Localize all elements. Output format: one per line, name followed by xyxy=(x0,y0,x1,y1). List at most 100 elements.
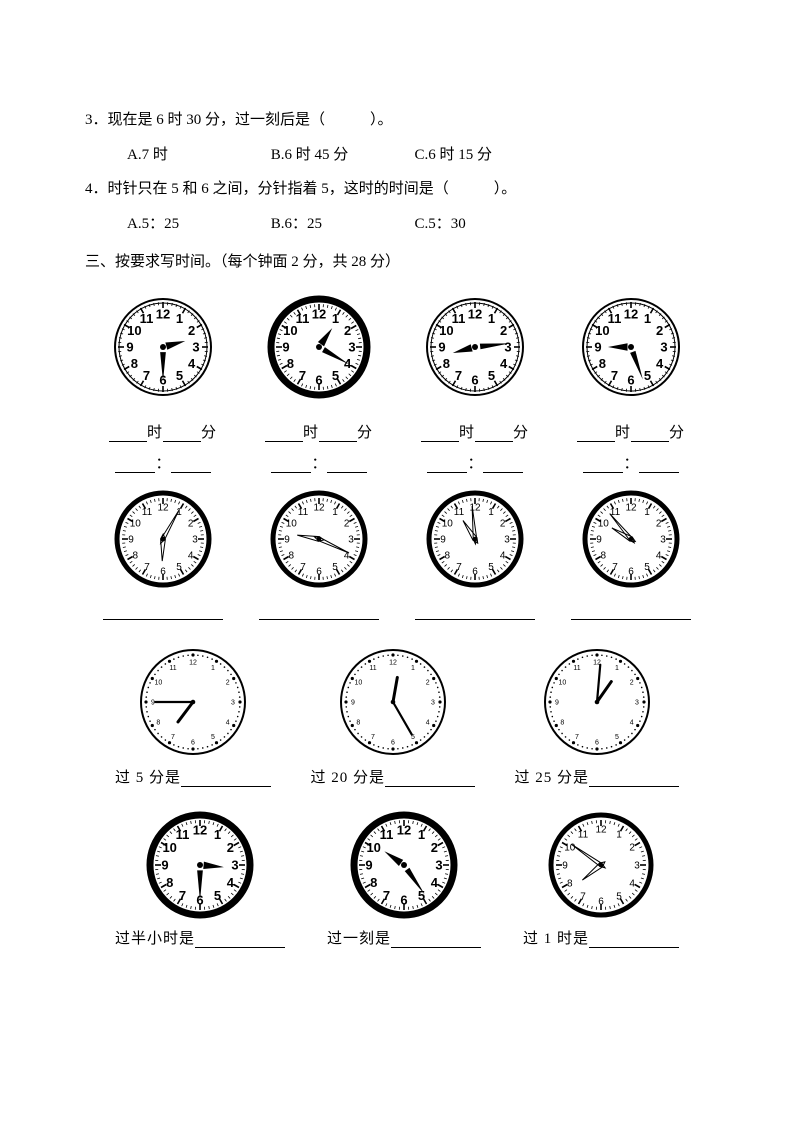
svg-text:1: 1 xyxy=(211,665,215,672)
svg-text:8: 8 xyxy=(166,875,173,890)
svg-text:7: 7 xyxy=(456,562,462,573)
svg-text:5: 5 xyxy=(488,368,495,383)
clock-1-1: 123456789101112 xyxy=(111,295,215,399)
label-guo25: 过 25 分是 xyxy=(514,766,679,787)
svg-text:3: 3 xyxy=(431,699,435,706)
q4-opt-b: B.6：25 xyxy=(271,210,411,239)
blank-colon: ： xyxy=(115,452,210,473)
svg-text:11: 11 xyxy=(452,310,466,325)
svg-text:6: 6 xyxy=(391,739,395,746)
svg-text:2: 2 xyxy=(656,323,663,338)
svg-text:2: 2 xyxy=(226,679,230,686)
svg-text:9: 9 xyxy=(161,858,168,873)
svg-text:6: 6 xyxy=(598,897,604,908)
svg-text:9: 9 xyxy=(438,339,445,354)
svg-text:7: 7 xyxy=(171,734,175,741)
svg-text:1: 1 xyxy=(616,829,622,840)
svg-text:9: 9 xyxy=(282,339,289,354)
svg-text:8: 8 xyxy=(443,356,450,371)
svg-text:1: 1 xyxy=(332,310,339,325)
svg-text:5: 5 xyxy=(488,562,494,573)
q3-text: 现在是 6 时 30 分，过一刻后是（ ）。 xyxy=(108,112,393,128)
svg-text:8: 8 xyxy=(567,879,573,890)
svg-text:4: 4 xyxy=(188,356,196,371)
svg-text:4: 4 xyxy=(629,879,635,890)
svg-text:6: 6 xyxy=(471,372,478,387)
svg-text:12: 12 xyxy=(625,502,637,513)
svg-text:7: 7 xyxy=(611,368,618,383)
svg-text:8: 8 xyxy=(370,875,377,890)
svg-text:12: 12 xyxy=(397,823,411,838)
svg-text:5: 5 xyxy=(332,368,339,383)
svg-text:1: 1 xyxy=(488,506,494,517)
svg-text:7: 7 xyxy=(371,734,375,741)
svg-text:9: 9 xyxy=(151,699,155,706)
svg-text:6: 6 xyxy=(191,739,195,746)
svg-text:1: 1 xyxy=(176,310,183,325)
q4-num: 4． xyxy=(85,181,108,197)
clock-2-3: 123456789101112 xyxy=(425,489,525,589)
clock-2-4: 123456789101112 xyxy=(581,489,681,589)
svg-text:11: 11 xyxy=(369,665,376,672)
svg-text:5: 5 xyxy=(644,562,650,573)
svg-text:8: 8 xyxy=(133,550,139,561)
svg-text:3: 3 xyxy=(231,699,235,706)
q4-opt-a: A.5：25 xyxy=(127,210,267,239)
svg-text:12: 12 xyxy=(469,502,481,513)
svg-text:2: 2 xyxy=(188,323,195,338)
clock-3-3: 123456789101112 xyxy=(541,646,653,758)
q3-opt-b: B.6 时 45 分 xyxy=(271,141,411,170)
svg-text:8: 8 xyxy=(601,550,607,561)
svg-text:5: 5 xyxy=(615,734,619,741)
blank-colon: ： xyxy=(583,452,678,473)
svg-text:2: 2 xyxy=(656,518,662,529)
svg-text:11: 11 xyxy=(176,827,190,842)
blank-shi-fen: 时分 xyxy=(109,421,217,442)
svg-text:6: 6 xyxy=(316,566,322,577)
svg-text:1: 1 xyxy=(644,310,651,325)
svg-text:2: 2 xyxy=(344,518,350,529)
blank-line xyxy=(571,603,691,621)
svg-text:7: 7 xyxy=(143,368,150,383)
svg-text:11: 11 xyxy=(298,506,309,517)
svg-text:7: 7 xyxy=(144,562,150,573)
svg-text:5: 5 xyxy=(644,368,651,383)
svg-text:8: 8 xyxy=(131,356,138,371)
svg-text:6: 6 xyxy=(595,739,599,746)
q4-options: A.5：25 B.6：25 C.5：30 xyxy=(85,210,709,239)
svg-text:5: 5 xyxy=(616,892,622,903)
svg-text:11: 11 xyxy=(608,310,622,325)
svg-text:2: 2 xyxy=(344,323,351,338)
label-guo20: 过 20 分是 xyxy=(310,766,475,787)
svg-text:10: 10 xyxy=(286,518,298,529)
svg-text:2: 2 xyxy=(188,518,194,529)
svg-text:4: 4 xyxy=(656,550,662,561)
svg-text:10: 10 xyxy=(130,518,142,529)
svg-text:4: 4 xyxy=(188,550,194,561)
svg-text:12: 12 xyxy=(389,659,397,666)
blank-shi-fen: 时分 xyxy=(577,421,685,442)
q3-options: A.7 时 B.6 时 45 分 C.6 时 15 分 xyxy=(85,141,709,170)
svg-text:3: 3 xyxy=(348,339,355,354)
svg-text:4: 4 xyxy=(656,356,664,371)
svg-text:3: 3 xyxy=(231,858,238,873)
svg-text:4: 4 xyxy=(500,550,506,561)
label-guo5: 过 5 分是 xyxy=(115,766,271,787)
svg-text:12: 12 xyxy=(312,306,326,321)
svg-text:1: 1 xyxy=(332,506,338,517)
svg-text:3: 3 xyxy=(435,858,442,873)
svg-text:6: 6 xyxy=(160,566,166,577)
clock-row-2: 123456789101112 123456789101112 12345678… xyxy=(85,489,709,589)
svg-text:9: 9 xyxy=(126,339,133,354)
svg-text:12: 12 xyxy=(313,502,325,513)
svg-text:10: 10 xyxy=(154,679,162,686)
clock-row-2-labels xyxy=(85,603,709,621)
clock-row-1-colons: ： ： ： ： xyxy=(85,452,709,473)
svg-text:4: 4 xyxy=(425,719,429,726)
svg-text:7: 7 xyxy=(575,734,579,741)
svg-text:2: 2 xyxy=(629,679,633,686)
svg-text:8: 8 xyxy=(356,719,360,726)
q4-opt-c: C.5：30 xyxy=(415,210,555,239)
svg-text:3: 3 xyxy=(634,861,640,872)
blank-shi-fen: 时分 xyxy=(421,421,529,442)
